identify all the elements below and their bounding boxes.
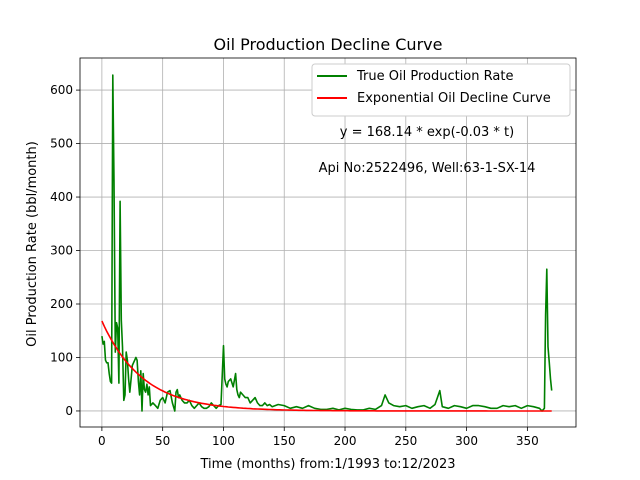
legend: True Oil Production Rate Exponential Oil… [311, 63, 571, 117]
x-axis-ticks: 0 50 100 150 200 250 300 350 [98, 427, 539, 448]
x-tick-label: 250 [394, 434, 417, 448]
x-tick-label: 100 [212, 434, 235, 448]
y-tick-label: 600 [50, 83, 73, 97]
x-tick-label: 350 [516, 434, 539, 448]
x-tick-label: 0 [98, 434, 106, 448]
x-tick-label: 300 [455, 434, 478, 448]
y-axis-ticks: 0 100 200 300 400 500 600 [50, 83, 80, 418]
legend-box [311, 63, 571, 117]
y-axis-label: Oil Production Rate (bbl/month) [25, 141, 40, 347]
y-tick-label: 500 [50, 137, 73, 151]
x-axis-label: Time (months) from:1/1993 to:12/2023 [199, 457, 455, 472]
plot-area [101, 74, 553, 412]
legend-label-true-rate: True Oil Production Rate [356, 69, 513, 84]
well-annotation: Api No:2522496, Well:63-1-SX-14 [319, 161, 536, 176]
y-tick-label: 200 [50, 297, 73, 311]
axes-frame [79, 57, 577, 428]
true-production-rate-line [101, 74, 553, 412]
exponential-decline-curve-line [101, 320, 552, 412]
x-tick-label: 150 [273, 434, 296, 448]
x-tick-label: 50 [155, 434, 170, 448]
equation-annotation: y = 168.14 * exp(-0.03 * t) [340, 125, 514, 140]
y-tick-label: 400 [50, 190, 73, 204]
chart-title: Oil Production Decline Curve [214, 35, 443, 54]
y-tick-label: 100 [50, 350, 73, 364]
y-tick-label: 0 [65, 404, 73, 418]
x-tick-label: 200 [334, 434, 357, 448]
legend-label-decline-curve: Exponential Oil Decline Curve [357, 91, 551, 106]
y-tick-label: 300 [50, 244, 73, 258]
